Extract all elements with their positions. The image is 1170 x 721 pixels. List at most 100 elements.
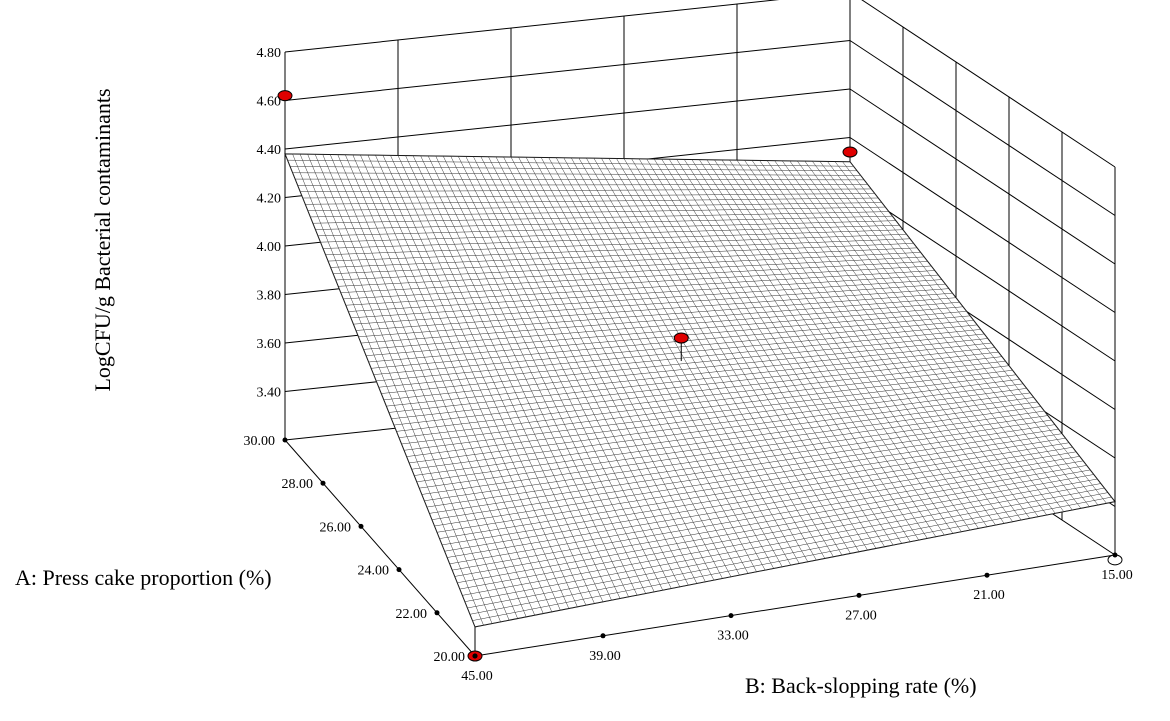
mesh-line xyxy=(842,161,1107,504)
mesh-line xyxy=(469,492,1108,615)
mesh-line xyxy=(518,156,740,576)
mesh-line xyxy=(335,252,921,281)
mesh-line xyxy=(305,197,879,205)
mesh-line xyxy=(295,178,865,181)
b-tick-mark xyxy=(984,572,990,578)
mesh-line xyxy=(360,154,561,611)
mesh-line xyxy=(653,158,894,546)
mesh-line xyxy=(812,161,1073,511)
mesh-line xyxy=(401,369,1013,445)
mesh-line xyxy=(449,456,1080,565)
mesh-line xyxy=(373,320,974,375)
mesh-line xyxy=(317,220,896,237)
mesh-line xyxy=(363,301,960,350)
mesh-line xyxy=(457,469,1091,583)
mesh-line xyxy=(458,156,672,589)
mesh-line xyxy=(646,158,885,547)
mesh-line xyxy=(325,234,907,256)
mesh-line xyxy=(284,153,476,627)
mesh-line xyxy=(464,483,1101,602)
mesh-line xyxy=(684,159,928,539)
mesh-line xyxy=(751,160,1005,524)
b-tick-label: 27.00 xyxy=(845,608,877,623)
mesh-line xyxy=(426,415,1048,508)
z-tick-label: 3.40 xyxy=(257,386,282,401)
mesh-line xyxy=(353,283,946,325)
mesh-line xyxy=(310,206,886,218)
mesh-line xyxy=(472,496,1112,621)
mesh-line xyxy=(563,157,791,566)
mesh-line xyxy=(375,155,578,607)
grid-line xyxy=(284,40,851,101)
a-tick-mark xyxy=(396,567,402,573)
grid-line xyxy=(849,40,1116,216)
mesh-line xyxy=(322,154,518,619)
b-tick-label: 33.00 xyxy=(717,629,749,644)
mesh-line xyxy=(721,159,971,531)
mesh-line xyxy=(424,410,1045,502)
mesh-line xyxy=(358,292,953,338)
mesh-line xyxy=(434,428,1059,527)
mesh-line xyxy=(360,297,957,344)
mesh-line xyxy=(429,419,1052,514)
mesh-line xyxy=(467,487,1105,609)
mesh-line xyxy=(390,155,595,604)
a-tick-mark xyxy=(434,610,440,616)
z-tick-label: 4.60 xyxy=(257,95,282,110)
mesh-line xyxy=(355,288,949,331)
mesh-line xyxy=(442,155,655,592)
a-tick-label: 28.00 xyxy=(282,477,314,492)
mesh-line xyxy=(420,155,629,597)
mesh-line xyxy=(706,159,954,534)
mesh-line xyxy=(849,161,1116,502)
design-point xyxy=(842,146,858,158)
b-axis-label: B: Back-slopping rate (%) xyxy=(745,673,977,698)
grid-line xyxy=(861,0,1116,168)
mesh-line xyxy=(442,442,1070,546)
mesh-line xyxy=(330,243,914,268)
mesh-line xyxy=(436,433,1063,533)
mesh-line xyxy=(388,347,995,413)
mesh-line xyxy=(338,256,925,287)
z-tick-label: 4.40 xyxy=(257,143,282,158)
grid-line xyxy=(849,137,1116,313)
mesh-line xyxy=(391,351,999,420)
mesh-line xyxy=(555,157,783,567)
mesh-line xyxy=(393,356,1002,426)
mesh-line xyxy=(378,329,981,388)
mesh-line xyxy=(329,154,527,617)
mesh-line xyxy=(376,324,978,382)
mesh-line xyxy=(447,451,1077,558)
b-tick-mark xyxy=(728,613,734,619)
mesh-line xyxy=(691,159,937,537)
design-points xyxy=(277,90,1123,662)
mesh-line xyxy=(510,156,732,577)
mesh-line xyxy=(343,265,932,300)
mesh-line xyxy=(340,261,928,293)
mesh-line xyxy=(416,397,1034,483)
mesh-line xyxy=(300,188,872,192)
mesh-line xyxy=(450,156,663,591)
mesh-line xyxy=(638,158,877,549)
mesh-line xyxy=(827,161,1090,507)
mesh-line xyxy=(307,202,882,211)
mesh-line xyxy=(804,160,1065,512)
mesh-line xyxy=(571,157,800,564)
mesh-line xyxy=(601,158,834,557)
mesh-line xyxy=(616,158,851,554)
mesh-line xyxy=(292,153,484,626)
mesh-line xyxy=(406,379,1020,457)
design-point xyxy=(673,332,689,344)
mesh-line xyxy=(540,157,766,571)
mesh-line xyxy=(736,160,988,527)
mesh-line xyxy=(459,474,1094,590)
mesh-line xyxy=(431,424,1055,520)
mesh-line xyxy=(419,401,1038,489)
mesh-line xyxy=(405,155,612,601)
floor-edge xyxy=(474,554,1116,657)
a-tick-mark xyxy=(358,523,364,529)
mesh-line xyxy=(789,160,1047,516)
design-point xyxy=(277,90,293,102)
mesh-line xyxy=(398,365,1010,438)
mesh-line xyxy=(774,160,1030,519)
